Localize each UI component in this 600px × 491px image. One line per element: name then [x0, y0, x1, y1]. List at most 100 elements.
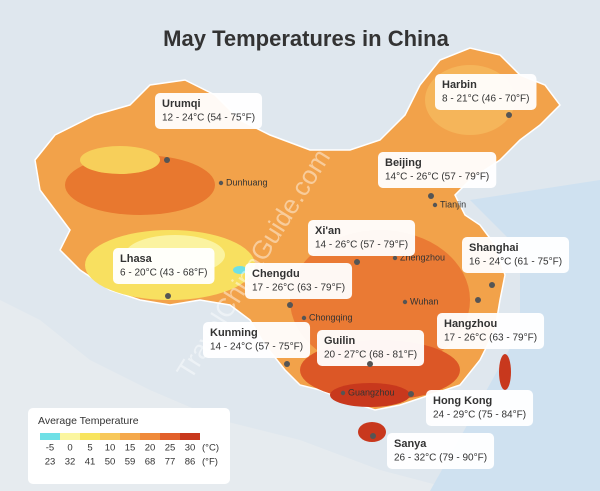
place-label: Chongqing: [309, 312, 353, 322]
city-callout: Kunming 14 - 24°C (57 - 75°F): [203, 322, 311, 367]
legend-swatch: [80, 433, 100, 440]
city-range: 17 - 26°C (63 - 79°F): [252, 283, 345, 294]
legend-box: [28, 408, 230, 484]
place-label: Dunhuang: [226, 177, 268, 187]
city-name: Lhasa: [120, 253, 153, 265]
callout-box: [378, 152, 497, 188]
city-range: 6 - 20°C (43 - 68°F): [120, 268, 207, 279]
city-dot: [475, 297, 481, 303]
city-dot: [284, 361, 290, 367]
city-callout: Xi'an 14 - 26°C (57 - 79°F): [308, 220, 416, 265]
city-range: 14 - 26°C (57 - 79°F): [315, 240, 408, 251]
place-dot: [432, 202, 438, 208]
city-name: Hong Kong: [433, 395, 492, 407]
legend-fahrenheit: 23: [45, 457, 56, 468]
hainan: [358, 422, 386, 442]
legend-celsius: -5: [46, 443, 54, 454]
city-callout: Urumqi 12 - 24°C (54 - 75°F): [155, 93, 263, 163]
place-dot: [402, 299, 408, 305]
legend-fahrenheit: 32: [65, 457, 76, 468]
city-callout: Lhasa 6 - 20°C (43 - 68°F): [113, 248, 215, 299]
city-dot: [370, 433, 376, 439]
title: May Temperatures in China: [163, 26, 449, 51]
legend-fahrenheit: 77: [165, 457, 176, 468]
city-dot: [408, 391, 414, 397]
city-name: Hangzhou: [444, 318, 497, 330]
callout-box: [155, 93, 263, 129]
city-name: Chengdu: [252, 268, 300, 280]
city-callout: Guilin 20 - 27°C (68 - 81°F): [317, 330, 425, 367]
legend-swatch: [120, 433, 140, 440]
legend-fahrenheit: 50: [105, 457, 116, 468]
place-label: Zhengzhou: [400, 252, 445, 262]
callout-box: [245, 263, 353, 299]
city-range: 8 - 21°C (46 - 70°F): [442, 94, 529, 105]
legend-celsius: 15: [125, 443, 136, 454]
city-name: Guilin: [324, 335, 355, 347]
basin-zone: [80, 146, 160, 174]
place-label: Wuhan: [410, 296, 438, 306]
city-callout: Hangzhou 17 - 26°C (63 - 79°F): [437, 297, 545, 349]
legend-fahrenheit: 41: [85, 457, 96, 468]
callout-box: [435, 74, 537, 110]
legend-fahrenheit: 86: [185, 457, 196, 468]
city-name: Beijing: [385, 157, 422, 169]
city-callout: Hong Kong 24 - 29°C (75 - 84°F): [408, 390, 534, 426]
city-range: 17 - 26°C (63 - 79°F): [444, 333, 537, 344]
legend-swatch: [180, 433, 200, 440]
place-label: Guangzhou: [348, 387, 395, 397]
city-callout: Beijing 14°C - 26°C (57 - 79°F): [378, 152, 497, 199]
city-callout: Sanya 26 - 32°C (79 - 90°F): [370, 433, 495, 469]
legend-swatch: [100, 433, 120, 440]
lake: [233, 266, 247, 274]
taiwan: [499, 354, 511, 390]
city-range: 12 - 24°C (54 - 75°F): [162, 113, 255, 124]
city-name: Urumqi: [162, 98, 201, 110]
place-dot: [340, 390, 346, 396]
city-dot: [354, 259, 360, 265]
callout-box: [113, 248, 215, 284]
callout-box: [426, 390, 534, 426]
city-range: 14°C - 26°C (57 - 79°F): [385, 172, 489, 183]
city-dot: [489, 282, 495, 288]
place-dot: [392, 255, 398, 261]
labels: TravelChinaGuide.comMay Temperatures in …: [28, 26, 570, 484]
city-name: Sanya: [394, 438, 427, 450]
callout-box: [203, 322, 311, 358]
city-dot: [287, 302, 293, 308]
city-name: Kunming: [210, 327, 258, 339]
city-dot: [367, 361, 373, 367]
legend-fahrenheit: 68: [145, 457, 156, 468]
legend-fahrenheit-unit: (°F): [202, 457, 218, 468]
city-range: 16 - 24°C (61 - 75°F): [469, 257, 562, 268]
legend-celsius: 0: [67, 443, 72, 454]
city-dot: [164, 157, 170, 163]
city-range: 14 - 24°C (57 - 75°F): [210, 342, 303, 353]
callout-box: [317, 330, 425, 366]
legend-celsius-unit: (°C): [202, 443, 219, 454]
city-range: 26 - 32°C (79 - 90°F): [394, 453, 487, 464]
callout-box: [437, 313, 545, 349]
legend-title: Average Temperature: [38, 415, 139, 427]
place-dot: [218, 180, 224, 186]
legend-swatch: [160, 433, 180, 440]
callout-box: [462, 237, 570, 273]
city-dot: [428, 193, 434, 199]
legend-celsius: 20: [145, 443, 156, 454]
city-name: Harbin: [442, 79, 477, 91]
city-dot: [165, 293, 171, 299]
legend-celsius: 5: [87, 443, 92, 454]
callout-box: [308, 220, 416, 256]
legend-celsius: 25: [165, 443, 176, 454]
callout-box: [387, 433, 495, 469]
place-label: Tianjin: [440, 199, 466, 209]
legend-swatch: [60, 433, 80, 440]
legend-celsius: 10: [105, 443, 116, 454]
legend-fahrenheit: 59: [125, 457, 136, 468]
city-name: Xi'an: [315, 225, 341, 237]
city-callout: Chengdu 17 - 26°C (63 - 79°F): [245, 263, 353, 308]
legend-swatch: [40, 433, 60, 440]
place-dot: [301, 315, 307, 321]
city-range: 20 - 27°C (68 - 81°F): [324, 350, 417, 361]
